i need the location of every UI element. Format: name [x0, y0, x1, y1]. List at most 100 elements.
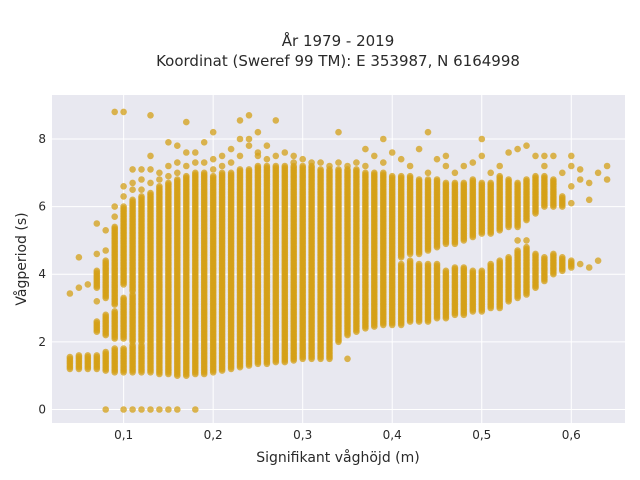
- data-point: [165, 162, 172, 170]
- data-point: [254, 149, 262, 156]
- data-point: [93, 220, 101, 227]
- data-point: [442, 179, 450, 187]
- data-point: [478, 135, 486, 143]
- data-point: [585, 264, 593, 271]
- data-point: [75, 352, 83, 359]
- data-point: [487, 169, 495, 177]
- data-point: [129, 166, 136, 173]
- data-point: [523, 176, 530, 183]
- data-point: [505, 149, 512, 156]
- data-point: [362, 162, 369, 170]
- data-point: [478, 179, 486, 187]
- data-point: [138, 193, 145, 200]
- data-point: [156, 176, 163, 183]
- data-point: [120, 294, 127, 302]
- data-point: [227, 159, 235, 166]
- data-point: [388, 172, 396, 180]
- data-point: [344, 162, 351, 170]
- data-point: [568, 199, 575, 207]
- data-point: [469, 176, 477, 183]
- data-point: [576, 176, 584, 183]
- data-point: [111, 213, 118, 220]
- data-point: [102, 311, 109, 319]
- data-point: [165, 179, 172, 187]
- data-point: [183, 149, 190, 156]
- data-point: [245, 166, 253, 173]
- data-point: [93, 318, 101, 325]
- data-point: [523, 237, 530, 244]
- data-point: [335, 128, 342, 136]
- data-point: [272, 117, 280, 124]
- data-point: [559, 193, 566, 200]
- data-point: [478, 152, 486, 160]
- data-point: [236, 152, 244, 160]
- data-point: [192, 406, 199, 413]
- data-point: [138, 406, 145, 413]
- y-axis-label: Vågperiod (s): [13, 212, 30, 305]
- x-tick-label: 0,2: [204, 428, 223, 442]
- data-point: [550, 152, 557, 160]
- data-points: [66, 108, 611, 413]
- data-point: [129, 179, 136, 187]
- data-point: [129, 196, 136, 204]
- data-point: [326, 162, 333, 170]
- data-point: [236, 135, 244, 143]
- data-point: [200, 159, 208, 166]
- chart-title-line-2: Koordinat (Sweref 99 TM): E 353987, N 61…: [156, 52, 520, 70]
- chart-title-line-1: År 1979 - 2019: [282, 31, 395, 50]
- data-point: [460, 162, 468, 170]
- data-point: [147, 189, 154, 197]
- data-point: [335, 166, 342, 173]
- data-point: [174, 142, 181, 149]
- data-point: [424, 260, 432, 268]
- data-point: [451, 264, 459, 271]
- x-tick-label: 0,6: [562, 428, 581, 442]
- data-point: [380, 169, 387, 177]
- data-point: [93, 267, 101, 275]
- data-point: [236, 166, 244, 173]
- data-point: [120, 108, 127, 116]
- data-point: [174, 406, 181, 413]
- data-point: [209, 172, 217, 180]
- y-tick-label: 4: [38, 267, 46, 281]
- data-point: [156, 169, 163, 177]
- data-point: [120, 406, 127, 413]
- data-point: [290, 159, 298, 166]
- data-point: [218, 169, 226, 177]
- data-point: [75, 284, 83, 292]
- data-point: [541, 162, 548, 170]
- data-point: [281, 162, 289, 170]
- data-point: [281, 149, 289, 156]
- data-point: [397, 260, 405, 268]
- data-point: [209, 128, 217, 136]
- data-point: [129, 406, 136, 413]
- y-tick-label: 6: [38, 200, 46, 214]
- data-point: [111, 308, 118, 315]
- data-point: [245, 142, 253, 149]
- data-point: [550, 250, 557, 258]
- data-point: [353, 166, 360, 173]
- data-point: [424, 128, 432, 136]
- data-point: [227, 169, 235, 177]
- data-point: [263, 142, 271, 149]
- data-point: [308, 159, 315, 166]
- data-point: [451, 169, 459, 177]
- data-point: [541, 253, 548, 261]
- data-point: [111, 108, 118, 116]
- data-point: [424, 176, 432, 183]
- data-point: [576, 166, 584, 173]
- data-point: [550, 176, 557, 183]
- data-point: [496, 162, 504, 170]
- data-point: [192, 169, 199, 177]
- data-point: [299, 155, 307, 163]
- data-point: [209, 155, 217, 163]
- data-point: [236, 117, 244, 124]
- data-point: [380, 135, 387, 143]
- data-point: [362, 145, 369, 153]
- data-point: [496, 257, 504, 265]
- data-point: [541, 152, 548, 160]
- data-point: [138, 166, 145, 173]
- data-point: [469, 267, 477, 275]
